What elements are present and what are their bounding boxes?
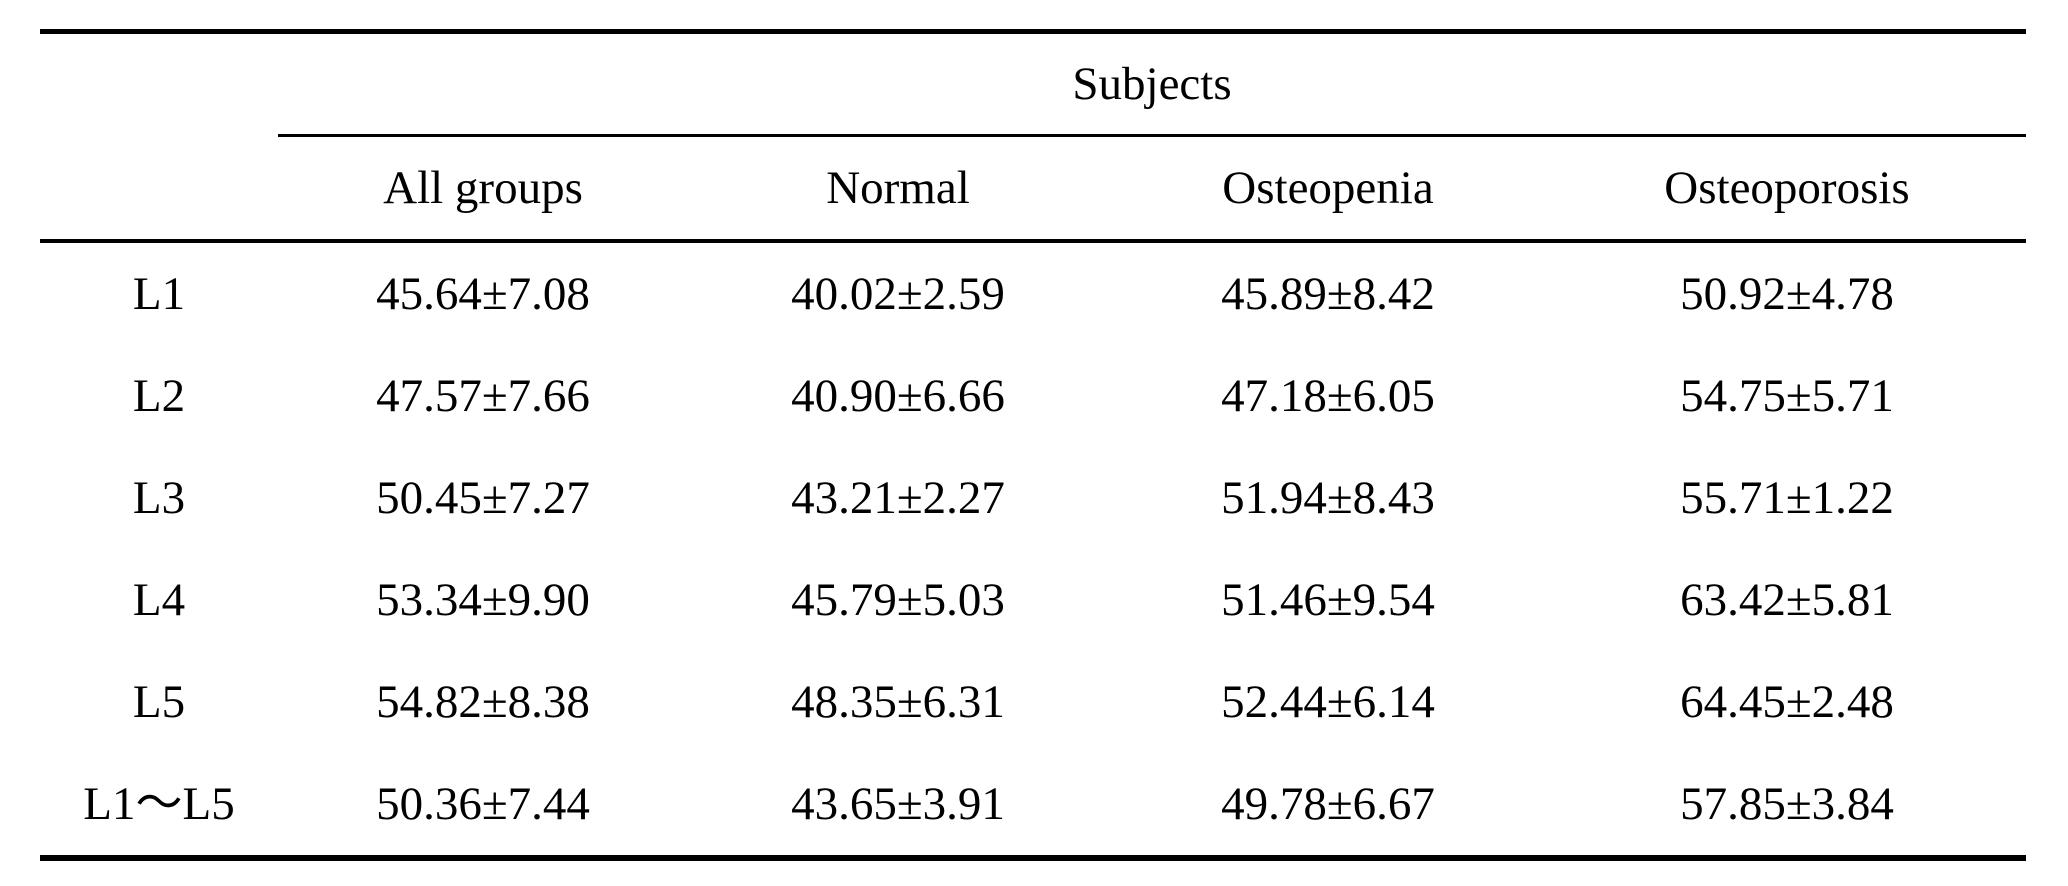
table-header-row: All groups Normal Osteopenia Osteoporosi… — [40, 135, 2027, 243]
table-cell: 51.94±8.43 — [1221, 471, 1435, 524]
table-row: L3 50.45±7.27 43.21±2.27 51.94±8.43 55.7… — [40, 447, 2026, 549]
column-header-osteoporosis: Osteoporosis — [1548, 135, 2027, 243]
row-label: L2 — [132, 369, 186, 422]
table-cell: 64.45±2.48 — [1680, 675, 1894, 728]
table-row: L2 47.57±7.66 40.90±6.66 47.18±6.05 54.7… — [40, 345, 2026, 447]
stub-header-cell-blank — [40, 135, 278, 243]
table-cell: 52.44±6.14 — [1221, 675, 1435, 728]
table-cell: 48.35±6.31 — [791, 675, 1005, 728]
row-label: L4 — [132, 573, 186, 626]
table-cell: 57.85±3.84 — [1548, 753, 2027, 861]
table-row: L1 45.64±7.08 40.02±2.59 45.89±8.42 50.9… — [40, 241, 2026, 345]
table-cell: 50.36±7.44 — [278, 753, 688, 861]
table-row: L4 53.34±9.90 45.79±5.03 51.46±9.54 63.4… — [40, 549, 2026, 651]
row-label: L5 — [132, 675, 186, 728]
table-cell: 50.45±7.27 — [376, 471, 590, 524]
table-cell: 47.18±6.05 — [1221, 369, 1435, 422]
table-cell: 45.79±5.03 — [791, 573, 1005, 626]
data-table: Subjects All groups Normal Osteopenia Os… — [40, 29, 2027, 861]
table-cell: 51.46±9.54 — [1221, 573, 1435, 626]
table-cell: 54.82±8.38 — [376, 675, 590, 728]
column-header-osteopenia: Osteopenia — [1108, 135, 1548, 243]
table-cell: 53.34±9.90 — [376, 573, 590, 626]
stub-header-cell — [40, 29, 278, 136]
table-cell: 55.71±1.22 — [1680, 471, 1894, 524]
table-cell: 63.42±5.81 — [1680, 573, 1894, 626]
subjects-spanner-label: Subjects — [278, 29, 2027, 137]
row-label: L1～L5 — [40, 753, 278, 861]
table-cell: 43.65±3.91 — [688, 753, 1108, 861]
table-cell: 54.75±5.71 — [1680, 369, 1894, 422]
row-label: L3 — [132, 471, 186, 524]
table-cell: 40.02±2.59 — [791, 267, 1005, 320]
table-spanner-row: Subjects — [40, 29, 2027, 137]
table-cell: 49.78±6.67 — [1108, 753, 1548, 861]
table-row: L5 54.82±8.38 48.35±6.31 52.44±6.14 64.4… — [40, 651, 2026, 753]
table-cell: 50.92±4.78 — [1680, 267, 1894, 320]
table-cell: 43.21±2.27 — [791, 471, 1005, 524]
table-cell: 40.90±6.66 — [791, 369, 1005, 422]
column-header-all-groups: All groups — [278, 135, 688, 243]
column-header-normal: Normal — [688, 135, 1108, 243]
row-label: L1 — [132, 267, 186, 320]
table-cell: 45.64±7.08 — [376, 267, 590, 320]
table-cell: 45.89±8.42 — [1221, 267, 1435, 320]
table-row: L1～L5 50.36±7.44 43.65±3.91 49.78±6.67 5… — [40, 753, 2027, 861]
table-cell: 47.57±7.66 — [376, 369, 590, 422]
